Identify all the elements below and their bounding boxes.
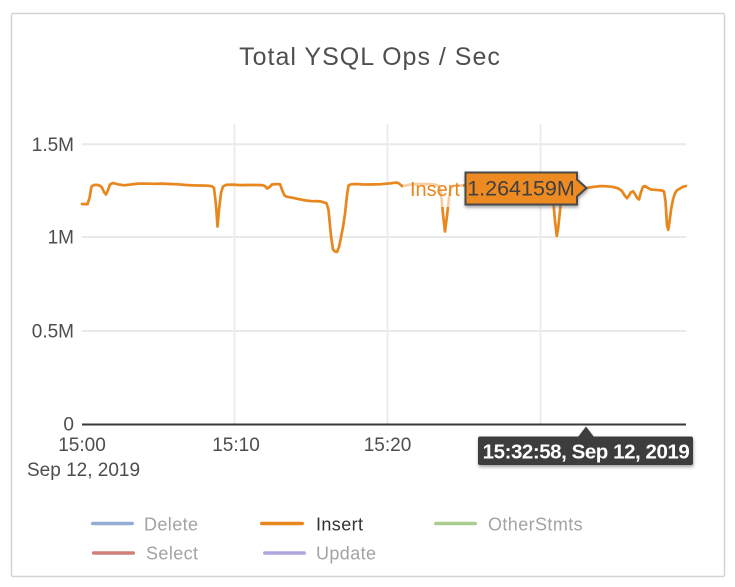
svg-text:15:10: 15:10 (212, 435, 260, 456)
svg-text:0.5M: 0.5M (32, 322, 74, 343)
svg-text:Insert: Insert (410, 179, 460, 201)
svg-text:1.5M: 1.5M (32, 135, 74, 156)
svg-text:15:32:58, Sep 12, 2019: 15:32:58, Sep 12, 2019 (483, 441, 690, 464)
svg-text:Sep 12, 2019: Sep 12, 2019 (27, 460, 140, 481)
svg-text:Insert: Insert (316, 515, 363, 535)
svg-text:Total YSQL Ops / Sec: Total YSQL Ops / Sec (239, 43, 501, 71)
svg-text:Select: Select (146, 544, 198, 564)
svg-text:1.264159M: 1.264159M (467, 177, 575, 201)
svg-text:15:20: 15:20 (364, 435, 412, 456)
svg-text:1M: 1M (48, 228, 74, 249)
svg-text:0: 0 (63, 415, 74, 436)
svg-text:OtherStmts: OtherStmts (488, 515, 583, 535)
svg-text:Update: Update (316, 544, 376, 564)
svg-text:Delete: Delete (144, 515, 198, 535)
svg-text:15:00: 15:00 (58, 435, 106, 456)
